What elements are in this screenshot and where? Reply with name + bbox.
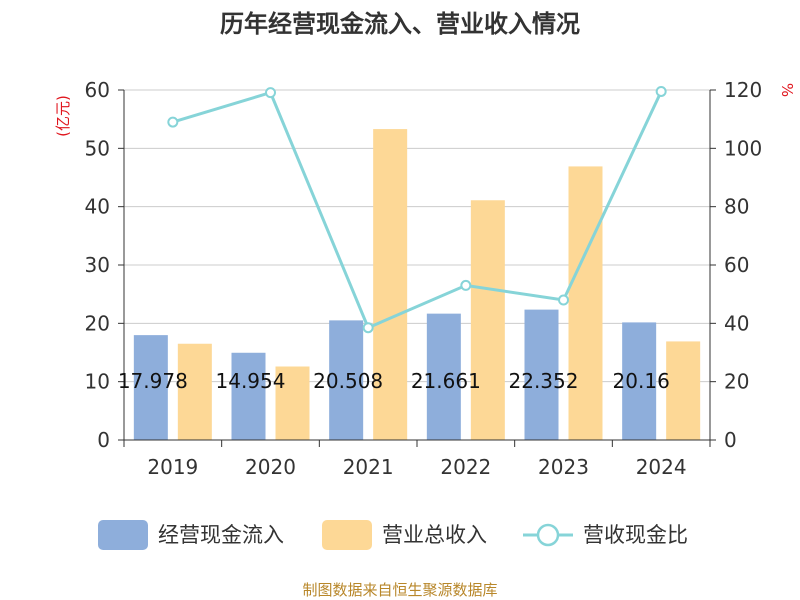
legend-marker [536, 523, 560, 547]
x-tick-label: 2019 [147, 455, 198, 479]
bar-cash-inflow [426, 313, 461, 440]
data-label-cash-inflow: 20.16 [613, 369, 670, 393]
right-tick-label: 20 [724, 370, 749, 394]
right-tick-label: 120 [724, 78, 762, 102]
data-label-cash-inflow: 22.352 [509, 369, 579, 393]
bar-cash-inflow [133, 335, 168, 440]
left-tick-label: 30 [85, 253, 110, 277]
data-labels: 17.978 14.954 20.508 21.661 22.352 20.16 [118, 369, 670, 393]
x-tick-label: 2023 [538, 455, 589, 479]
left-tick-label: 10 [85, 370, 110, 394]
series-ratio-line [167, 85, 667, 334]
series-revenue [177, 129, 701, 441]
ratio-point [167, 116, 179, 128]
right-axis-unit: % [778, 83, 796, 97]
ratio-point [655, 85, 667, 97]
bar-revenue [470, 200, 505, 440]
legend-label: 营收现金比 [583, 523, 688, 547]
ratio-point [265, 87, 276, 99]
bar-cash-inflow [622, 322, 657, 440]
left-tick-label: 20 [85, 311, 110, 335]
bar-revenue [568, 166, 603, 440]
ratio-point [558, 294, 569, 306]
bar-revenue [177, 343, 212, 440]
left-tick-label: 50 [85, 136, 110, 160]
bar-revenue [666, 341, 701, 440]
left-tick-label: 40 [85, 195, 110, 219]
right-tick-label: 40 [724, 311, 749, 335]
legend[interactable]: 经营现金流入 营业总收入 营收现金比 [98, 520, 688, 550]
legend-swatch [322, 520, 372, 550]
right-tick-label: 100 [724, 136, 762, 160]
bar-revenue [275, 366, 310, 440]
left-tick-label: 0 [97, 428, 110, 452]
axes: 0 10 20 30 40 50 60 0 20 40 60 80 100 120 2019 2020 2021… [54, 78, 796, 479]
series-cash-inflow [133, 309, 657, 440]
x-tick-label: 2020 [245, 455, 296, 479]
data-label-cash-inflow: 21.661 [411, 369, 481, 393]
x-tick-label: 2021 [343, 455, 394, 479]
right-tick-label: 0 [724, 428, 737, 452]
legend-swatch [98, 520, 148, 550]
data-label-cash-inflow: 14.954 [216, 369, 286, 393]
data-label-cash-inflow: 20.508 [313, 369, 383, 393]
right-tick-label: 60 [724, 253, 749, 277]
left-tick-label: 60 [85, 78, 110, 102]
chart-title: 历年经营现金流入、营业收入情况 [220, 10, 580, 38]
left-axis-unit: (亿元) [54, 95, 72, 137]
legend-label: 营业总收入 [382, 523, 487, 547]
bar-cash-inflow [329, 320, 364, 440]
data-label-cash-inflow: 17.978 [118, 369, 188, 393]
ratio-point [362, 322, 374, 334]
legend-label: 经营现金流入 [158, 523, 284, 547]
bar-cash-inflow [524, 309, 559, 440]
x-tick-label: 2024 [636, 455, 687, 479]
grid-lines [124, 89, 710, 383]
x-tick-label: 2022 [440, 455, 491, 479]
right-tick-label: 80 [724, 195, 749, 219]
bar-revenue [373, 129, 408, 441]
ratio-point [460, 279, 472, 291]
ratio-line-path [172, 90, 663, 330]
bar-cash-inflow [231, 352, 266, 440]
source-note: 制图数据来自恒生聚源数据库 [302, 581, 497, 599]
